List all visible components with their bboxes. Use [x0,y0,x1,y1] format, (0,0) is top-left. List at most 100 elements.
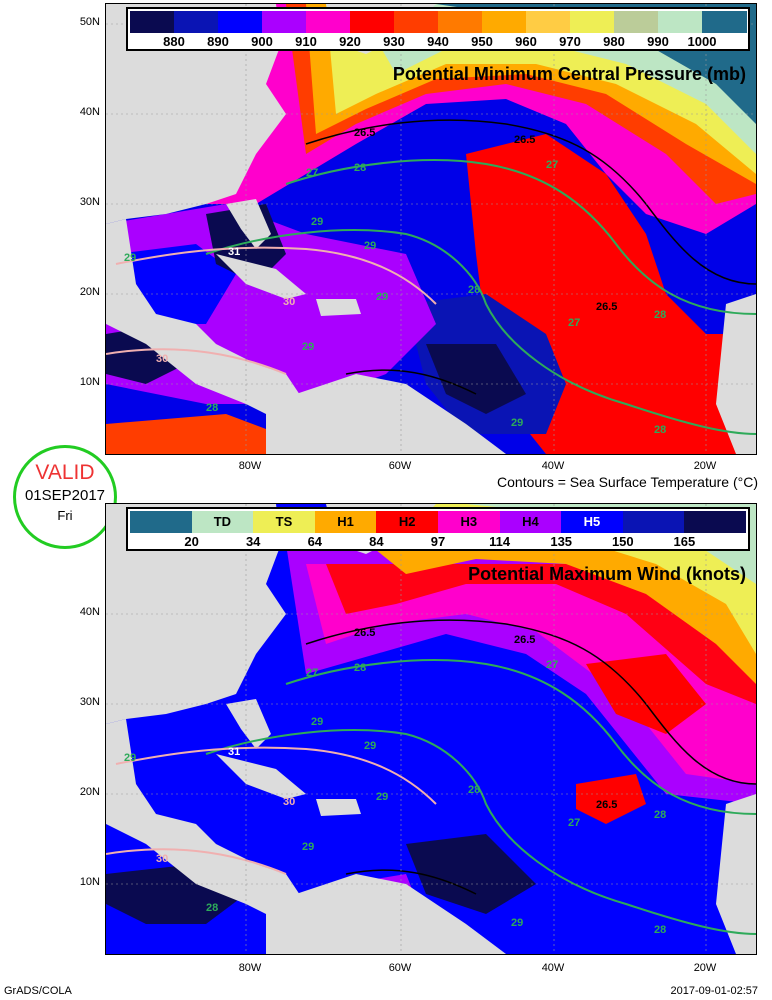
contour-label: 27 [546,159,559,171]
lat-label: 10N [79,876,100,888]
colorbar-swatch [570,11,615,33]
colorbar-swatch [614,11,659,33]
colorbar-swatch [499,511,562,533]
colorbar-swatch [394,11,439,33]
valid-day: Fri [57,508,73,523]
contour-label: 30 [283,796,296,808]
colorbar-category-label: H4 [522,514,539,529]
pressure-map-title: Potential Minimum Central Pressure (mb) [392,64,746,84]
colorbar-tick-label: 930 [383,34,405,49]
lon-label: 20W [693,962,717,974]
contour-label: 28 [468,284,481,296]
contour-label: 31 [228,246,241,258]
colorbar-tick-label: 980 [603,34,625,49]
colorbar-swatch [526,11,571,33]
contour-label: 29 [302,841,315,853]
colorbar-tick-label: 150 [611,534,634,549]
colorbar-swatch [130,11,175,33]
contour-label: 27 [568,817,581,829]
contour-label: 29 [311,216,324,228]
lat-label: 30N [79,196,100,208]
colorbar-tick-label: 97 [430,534,446,549]
colorbar-tick-label: 920 [339,34,361,49]
colorbar-swatch [253,511,316,533]
colorbar-tick-label: 64 [307,534,323,549]
contour-label: 26.5 [514,134,536,146]
colorbar-swatch [622,511,685,533]
lat-label: 10N [79,376,100,388]
contour-label: 29 [364,740,377,752]
valid-label: VALID [35,461,95,484]
colorbar-swatch [561,511,624,533]
lon-label: 80W [238,460,262,472]
contour-label: 26.5 [596,799,618,811]
colorbar-swatch [174,11,219,33]
colorbar-swatch [684,511,747,533]
contour-label: 28 [354,162,367,174]
contour-label: 28 [206,402,219,414]
colorbar-category-label: TD [213,514,232,529]
colorbar-tick-label: 970 [559,34,581,49]
colorbar-swatch [314,511,377,533]
contour-note: Contours = Sea Surface Temperature (°C) [497,474,758,490]
contour-label: 29 [124,752,137,764]
contour-label: 29 [311,716,324,728]
colorbar-tick-label: 880 [163,34,185,49]
lon-label: 80W [238,962,262,974]
contour-label: 26.5 [354,127,376,139]
pressure-map-panel: 880 890 900 910 920 930 940 950 960 970 980 990 1000… [105,3,757,455]
colorbar-swatch [658,11,703,33]
footer-timestamp: 2017-09-01-02:57 [670,985,758,997]
lon-label: 20W [693,460,717,472]
lon-label: 40W [541,460,565,472]
contour-label: 28 [654,309,667,321]
contour-label: 27 [306,667,319,679]
lat-label: 30N [79,696,100,708]
colorbar-category-label: H5 [583,514,601,529]
colorbar-category-label: H2 [398,514,416,529]
lon-label: 60W [388,962,412,974]
colorbar-tick-label: 900 [251,34,273,49]
contour-label: 29 [511,417,524,429]
contour-label: 26.5 [596,301,618,313]
contour-label: 28 [654,424,667,436]
wind-map [106,504,756,954]
colorbar-tick-label: 135 [550,534,573,549]
contour-label: 29 [511,917,524,929]
colorbar-tick-label: 84 [369,534,384,549]
wind-colorbar: TD TS H1 H2 H3 H4 H5 20 34 64 84 97 114 135 150 165 [126,507,750,551]
lat-label: 50N [79,16,100,28]
colorbar-category-label: TS [275,514,293,529]
contour-label: 28 [206,902,219,914]
contour-label: 28 [654,924,667,936]
contour-label: 29 [124,252,137,264]
contour-label: 27 [568,317,581,329]
wind-map-panel: TD TS H1 H2 H3 H4 H5 20 34 64 84 97 114 135 150 165 Po… [105,503,757,955]
contour-label: 29 [302,341,315,353]
colorbar-tick-label: 165 [673,534,696,549]
contour-label: 27 [546,659,559,671]
contour-label: 29 [364,240,377,252]
contour-label: 29 [376,291,389,303]
colorbar-tick-label: 960 [515,34,537,49]
colorbar-tick-label: 890 [207,34,229,49]
valid-date-badge: VALID 01SEP2017 Fri [13,445,117,549]
colorbar-swatch [376,511,439,533]
colorbar-swatch [262,11,307,33]
colorbar-swatch [438,11,483,33]
lat-label: 20N [79,286,100,298]
colorbar-tick-label: 990 [647,34,669,49]
footer-credit: GrADS/COLA [4,985,72,997]
colorbar-tick-label: 1000 [687,34,717,49]
colorbar-swatch [306,11,351,33]
colorbar-swatch [482,11,527,33]
contour-label: 26.5 [514,634,536,646]
colorbar-swatch [191,511,254,533]
colorbar-swatch [350,11,395,33]
colorbar-swatch [702,11,747,33]
wind-map-title: Potential Maximum Wind (knots) [468,564,746,584]
lon-label: 40W [541,962,565,974]
colorbar-swatch [438,511,501,533]
colorbar-category-label: H1 [337,514,354,529]
contour-label: 29 [376,791,389,803]
